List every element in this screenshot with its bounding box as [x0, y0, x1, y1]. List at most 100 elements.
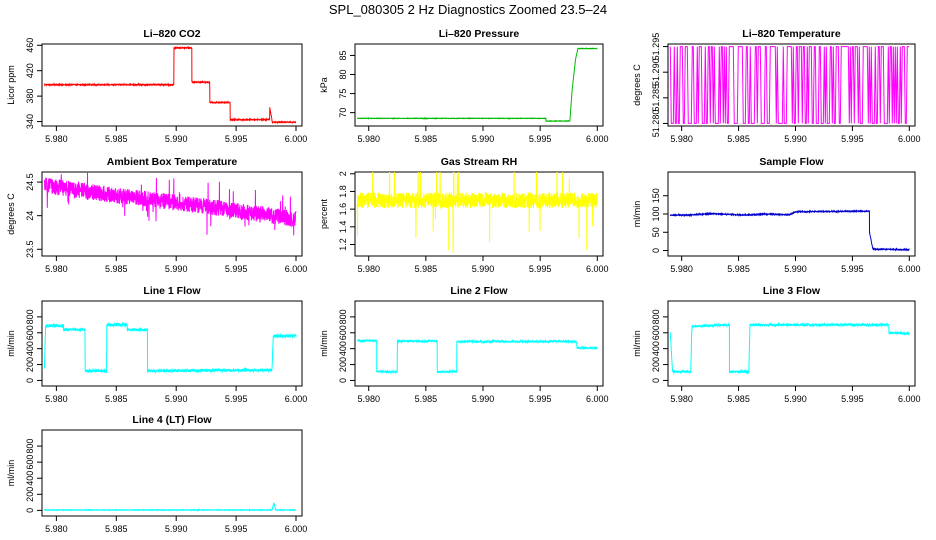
y-axis-label: kPa: [319, 77, 329, 93]
plot-frame: [354, 300, 604, 387]
x-tick-label: 5.980: [357, 394, 380, 404]
series-line: [43, 172, 297, 236]
y-tick-label: 600: [651, 325, 661, 340]
y-axis-label: ml/min: [6, 460, 16, 487]
y-tick-label: 460: [25, 38, 35, 53]
panel-line-3-flow: Line 3 Flow 5.980 5.985 5.990 5.995 6.000 0 200…: [632, 285, 921, 404]
panel-li820-pressure: Li–820 Pressure 5.980 5.985 5.990 5.995 6.000…: [319, 28, 609, 144]
x-tick-label: 5.985: [105, 264, 128, 274]
y-tick-label: 0: [651, 378, 661, 383]
x-tick-label: 5.990: [472, 394, 495, 404]
panel-title: Line 1 Flow: [143, 285, 201, 297]
x-tick-label: 5.980: [357, 264, 380, 274]
y-tick-label: 800: [25, 309, 35, 324]
plot-frame: [41, 300, 303, 387]
y-tick-label: 800: [338, 309, 348, 324]
panel-title: Line 2 Flow: [450, 285, 508, 297]
series-line: [356, 47, 598, 123]
y-tick-label: 24: [25, 211, 35, 221]
panel-title: Line 4 (LT) Flow: [132, 414, 212, 426]
x-tick-label: 5.980: [670, 134, 693, 144]
x-tick-label: 6.000: [586, 394, 609, 404]
x-tick-label: 5.985: [415, 134, 438, 144]
panel-gas-stream-rh: Gas Stream RH 5.980 5.985 5.990 5.995 6.000 1.…: [319, 156, 609, 274]
y-tick-label: 420: [25, 63, 35, 78]
panel-title: Gas Stream RH: [441, 156, 517, 168]
series-line: [669, 208, 910, 252]
x-tick-label: 5.985: [727, 394, 750, 404]
x-tick-label: 5.995: [529, 394, 552, 404]
x-tick-label: 5.995: [225, 134, 248, 144]
y-tick-label: 400: [25, 471, 35, 486]
y-tick-label: 600: [25, 455, 35, 470]
y-axis-label: degrees C: [6, 193, 16, 235]
plot-frame: [41, 43, 303, 127]
y-axis-label: degrees C: [632, 64, 642, 106]
y-tick-label: 200: [25, 487, 35, 502]
x-tick-label: 5.980: [45, 264, 68, 274]
y-tick-label: 51.290: [651, 58, 661, 86]
x-tick-label: 6.000: [285, 264, 308, 274]
panel-title: Li–820 CO2: [143, 28, 200, 40]
x-tick-label: 5.980: [357, 134, 380, 144]
x-tick-label: 5.995: [841, 264, 864, 274]
x-tick-label: 5.985: [105, 524, 128, 534]
x-tick-label: 5.990: [165, 134, 188, 144]
panel-title: Li–820 Temperature: [742, 28, 841, 40]
x-tick-label: 5.995: [529, 264, 552, 274]
y-tick-label: 340: [25, 114, 35, 129]
plot-frame: [41, 429, 303, 517]
y-tick-label: 200: [338, 357, 348, 372]
y-tick-label: 1.8: [338, 185, 348, 198]
series-line: [43, 321, 297, 374]
x-tick-label: 5.990: [472, 264, 495, 274]
x-tick-label: 6.000: [898, 134, 921, 144]
x-tick-label: 5.980: [45, 394, 68, 404]
y-tick-label: 51.285: [651, 84, 661, 112]
series-line: [43, 45, 297, 125]
x-tick-label: 5.990: [165, 394, 188, 404]
series-line: [669, 46, 910, 124]
y-tick-label: 600: [25, 325, 35, 340]
x-tick-label: 6.000: [285, 134, 308, 144]
x-tick-label: 5.985: [415, 394, 438, 404]
y-tick-label: 600: [338, 325, 348, 340]
figure-title: SPL_080305 2 Hz Diagnostics Zoomed 23.5–…: [328, 2, 608, 17]
series-line: [43, 502, 297, 512]
y-axis-label: ml/min: [6, 330, 16, 357]
x-tick-label: 5.990: [784, 264, 807, 274]
panel-sample-flow: Sample Flow 5.980 5.985 5.990 5.995 6.000 0 50 1…: [632, 156, 921, 274]
y-tick-label: 800: [651, 309, 661, 324]
plot-frame: [667, 300, 916, 387]
y-tick-label: 50: [651, 227, 661, 237]
y-tick-label: 51.295: [651, 33, 661, 61]
y-tick-label: 2: [338, 171, 348, 176]
panel-line-2-flow: Line 2 Flow 5.980 5.985 5.990 5.995 6.000 0 200…: [319, 285, 609, 404]
panel-li820-temperature: Li–820 Temperature 5.980 5.985 5.990 5.995 6.…: [632, 28, 921, 144]
x-tick-label: 5.980: [45, 134, 68, 144]
y-tick-label: 23.5: [25, 241, 35, 259]
y-axis-label: Licor ppm: [6, 65, 16, 105]
plot-frame: [354, 171, 604, 257]
y-tick-label: 51.280: [651, 110, 661, 138]
x-tick-label: 5.985: [105, 394, 128, 404]
y-tick-label: 24.5: [25, 173, 35, 191]
x-tick-label: 5.995: [841, 134, 864, 144]
x-tick-label: 5.990: [165, 264, 188, 274]
x-tick-label: 5.990: [784, 394, 807, 404]
y-axis-label: percent: [319, 198, 329, 229]
series-line: [356, 338, 598, 375]
y-tick-label: 150: [651, 188, 661, 203]
x-tick-label: 6.000: [586, 264, 609, 274]
series-line: [669, 321, 910, 375]
x-tick-label: 5.985: [415, 264, 438, 274]
x-tick-label: 5.980: [45, 524, 68, 534]
y-axis-label: ml/min: [632, 330, 642, 357]
x-tick-label: 6.000: [898, 394, 921, 404]
y-tick-label: 400: [338, 341, 348, 356]
y-axis-label: ml/min: [632, 201, 642, 228]
y-tick-label: 100: [651, 206, 661, 221]
x-tick-label: 5.985: [105, 134, 128, 144]
x-tick-label: 6.000: [898, 264, 921, 274]
y-tick-label: 400: [651, 341, 661, 356]
